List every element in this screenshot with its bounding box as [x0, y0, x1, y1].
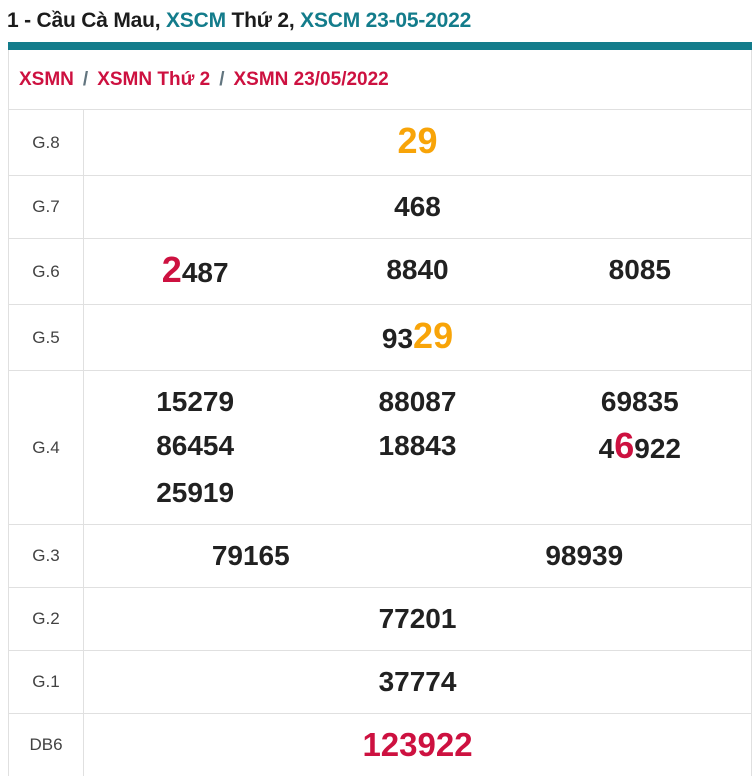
prize-row-g6: G.6 2487 8840 8085	[9, 239, 751, 305]
digits: 18843	[378, 430, 457, 461]
special-prize-number: 123922	[362, 723, 472, 767]
prize-label-g3: G.3	[9, 525, 84, 587]
digits: 8840	[386, 254, 449, 285]
digits: 88087	[378, 386, 457, 417]
prize-label-db6: DB6	[9, 714, 84, 776]
digits: 79165	[211, 540, 290, 571]
digits: 37774	[378, 666, 457, 697]
teal-divider-bar	[8, 42, 752, 50]
digits: 4	[598, 433, 615, 464]
page-title-date: XSCM 23-05-2022	[300, 9, 472, 32]
digits: 86454	[156, 430, 235, 461]
prize-row-g7: G.7 468	[9, 176, 751, 239]
prize-number: 88087	[379, 380, 457, 424]
prize-row-g5: G.5 9329	[9, 305, 751, 371]
breadcrumb-separator: /	[219, 68, 225, 90]
prize-row-g8: G.8 29	[9, 110, 751, 176]
prize-number: 29	[397, 119, 437, 166]
breadcrumb-link-xsmn-date[interactable]: XSMN 23/05/2022	[233, 68, 389, 90]
prize-row-g3: G.3 79165 98939	[9, 525, 751, 588]
digits: 8085	[608, 254, 671, 285]
prize-values-g3: 79165 98939	[84, 525, 751, 587]
highlighted-digits: 29	[413, 315, 454, 356]
prize-number: 77201	[379, 597, 457, 641]
prize-values-g5: 9329	[84, 305, 751, 370]
prize-values-g8: 29	[84, 110, 751, 175]
prize-number: 69835	[601, 380, 679, 424]
digits: 468	[394, 191, 441, 222]
prize-number: 18843	[379, 424, 457, 471]
prize-number: 8840	[386, 248, 448, 295]
digits: 93	[381, 323, 414, 354]
prize-row-g2: G.2 77201	[9, 588, 751, 651]
prize-label-g1: G.1	[9, 651, 84, 713]
prize-values-db6: 123922	[84, 714, 751, 776]
prize-number: 468	[394, 185, 441, 229]
prize-values-g6: 2487 8840 8085	[84, 239, 751, 304]
prize-label-g8: G.8	[9, 110, 84, 175]
prize-number: 15279	[156, 380, 234, 424]
prize-number: 37774	[379, 660, 457, 704]
digits: 69835	[600, 386, 679, 417]
prize-values-g4: 15279 88087 69835 86454 18843 46922 2591…	[84, 371, 751, 524]
prize-number: 9329	[382, 314, 453, 361]
prize-label-g2: G.2	[9, 588, 84, 650]
digits: 77201	[378, 603, 457, 634]
page-title-xscm: XSCM	[166, 9, 232, 32]
highlighted-digits: 6	[614, 425, 635, 466]
prize-label-g7: G.7	[9, 176, 84, 238]
breadcrumb-separator: /	[82, 68, 89, 90]
page-title-day: Thứ 2,	[231, 9, 301, 32]
breadcrumb-link-xsmn[interactable]: XSMN	[19, 68, 74, 90]
breadcrumb-link-xsmn-thu-2[interactable]: XSMN Thứ 2	[97, 68, 211, 90]
page-title: 1 - Cầu Cà Mau, XSCM Thứ 2, XSCM 23-05-2…	[7, 9, 754, 33]
prize-number: 2487	[162, 248, 229, 295]
digits: 25919	[156, 477, 235, 508]
results-table: G.8 29 G.7 468 G.6 2487 8840 8085 G.5 93…	[9, 110, 751, 776]
breadcrumb: XSMN / XSMN Thứ 2 / XSMN 23/05/2022	[9, 50, 751, 110]
highlighted-digits: 2	[161, 249, 182, 290]
prize-number: 86454	[156, 424, 234, 471]
prize-row-db6: DB6 123922	[9, 714, 751, 776]
prize-number: 25919	[156, 471, 234, 515]
prize-row-g4: G.4 15279 88087 69835 86454 18843 46922 …	[9, 371, 751, 525]
digits: 15279	[156, 386, 235, 417]
digits: 922	[634, 433, 681, 464]
page-title-text: 1 - Cầu Cà Mau,	[7, 9, 166, 32]
prize-values-g1: 37774	[84, 651, 751, 713]
prize-number: 79165	[212, 534, 290, 578]
digits: 487	[181, 257, 229, 288]
prize-label-g6: G.6	[9, 239, 84, 304]
prize-number: 8085	[609, 248, 671, 295]
digits: 123922	[362, 726, 473, 763]
lottery-result-panel: XSMN / XSMN Thứ 2 / XSMN 23/05/2022 G.8 …	[8, 50, 752, 776]
prize-number: 46922	[599, 424, 681, 471]
highlighted-digits: 29	[397, 120, 438, 161]
prize-label-g5: G.5	[9, 305, 84, 370]
prize-row-g1: G.1 37774	[9, 651, 751, 714]
prize-label-g4: G.4	[9, 371, 84, 524]
prize-values-g2: 77201	[84, 588, 751, 650]
digits: 98939	[545, 540, 624, 571]
prize-number: 98939	[545, 534, 623, 578]
prize-values-g7: 468	[84, 176, 751, 238]
